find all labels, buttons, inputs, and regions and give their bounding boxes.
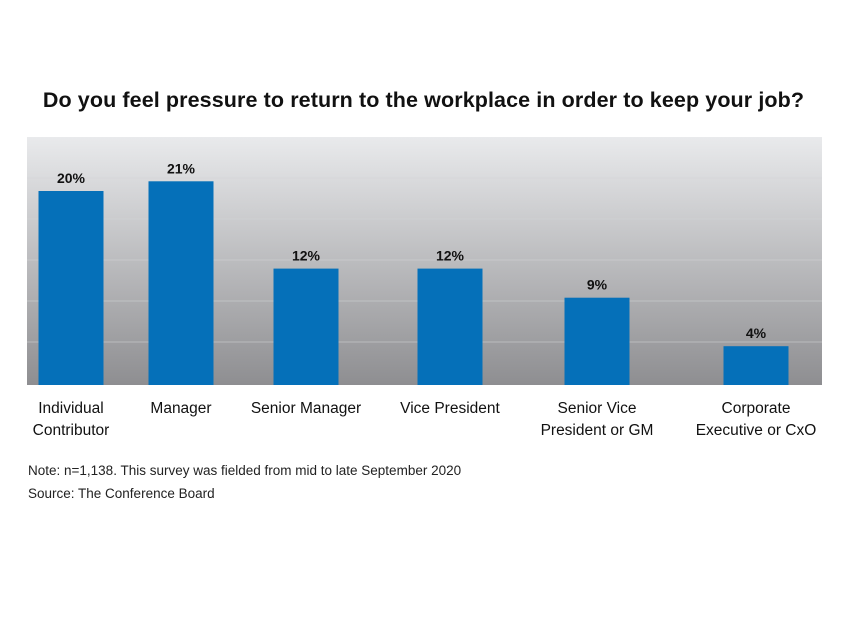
value-label: 12% <box>292 248 321 264</box>
bars <box>38 181 789 385</box>
source-note: Source: The Conference Board <box>28 486 215 501</box>
bar <box>148 181 214 385</box>
bar <box>38 191 104 385</box>
category-label: Senior Vice President or GM <box>540 400 654 439</box>
category-label: Vice President <box>400 400 500 417</box>
category-label: Senior Manager <box>250 400 362 417</box>
value-label: 12% <box>436 248 465 264</box>
chart-title: Do you feel pressure to return to the wo… <box>42 88 805 112</box>
category-label: Manager <box>150 400 212 417</box>
bar <box>564 297 630 385</box>
value-label: 9% <box>587 277 608 293</box>
survey-note: Note: n=1,138. This survey was fielded f… <box>28 463 462 478</box>
category-label: Corporate Executive or CxO <box>695 400 817 439</box>
value-labels: 20% 21% 12% 12% 9% 4% <box>57 160 767 341</box>
value-label: 21% <box>167 160 196 176</box>
bar <box>273 268 339 385</box>
bar <box>723 346 789 385</box>
bar <box>417 268 483 385</box>
category-label: Individual Contributor <box>32 400 110 439</box>
bar-chart: 20% 21% 12% 12% 9% 4% <box>27 137 822 385</box>
value-label: 4% <box>746 325 767 341</box>
value-label: 20% <box>57 170 86 186</box>
